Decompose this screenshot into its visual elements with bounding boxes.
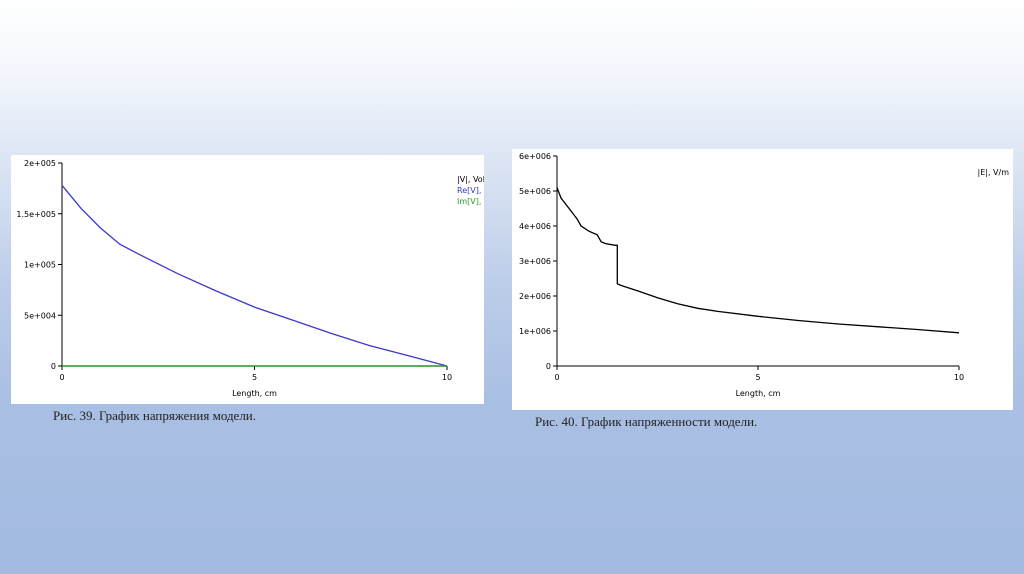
y-tick-label: 1.5e+005 bbox=[16, 210, 56, 219]
y-tick-label: 5e+006 bbox=[519, 187, 551, 196]
y-tick-label: 2e+005 bbox=[24, 159, 56, 168]
x-tick-label: 5 bbox=[755, 373, 760, 382]
field-strength-chart-caption: Рис. 40. График напряженности модели. bbox=[535, 414, 758, 429]
x-tick-label: 10 bbox=[442, 373, 452, 382]
y-tick-label: 1e+005 bbox=[24, 261, 56, 270]
y-tick-label: 0 bbox=[546, 362, 551, 371]
y-tick-label: 5e+004 bbox=[24, 311, 56, 320]
voltage-chart-caption: Рис. 39. График напряжения модели. bbox=[53, 408, 257, 423]
x-axis-label: Length, cm bbox=[736, 389, 781, 398]
x-axis-label: Length, cm bbox=[232, 389, 277, 398]
voltage-chart: 0 5e+004 1e+005 1.5e+005 2e+005 0 5 10 Length, c… bbox=[16, 159, 484, 398]
y-tick-label: 6e+006 bbox=[519, 152, 551, 161]
x-tick-label: 0 bbox=[554, 373, 559, 382]
y-tick-label: 2e+006 bbox=[519, 292, 551, 301]
series-line bbox=[61, 184, 448, 367]
x-tick-label: 10 bbox=[954, 373, 964, 382]
legend-entry: Im[V], Volts bbox=[457, 197, 484, 206]
field-strength-chart: 0 1e+006 2e+006 3e+006 4e+006 5e+006 6e+006 0 5 1… bbox=[519, 152, 1010, 398]
field-strength-chart-panel: 0 1e+006 2e+006 3e+006 4e+006 5e+006 6e+006 0 5 1… bbox=[512, 149, 1013, 410]
voltage-chart-panel: 0 5e+004 1e+005 1.5e+005 2e+005 0 5 10 Length, c… bbox=[11, 155, 484, 404]
y-tick-label: 4e+006 bbox=[519, 222, 551, 231]
legend-entry: Re[V], Volts bbox=[457, 186, 484, 195]
y-tick-label: 3e+006 bbox=[519, 257, 551, 266]
legend-entry: |E|, V/m bbox=[978, 168, 1010, 177]
x-tick-label: 0 bbox=[59, 373, 64, 382]
series-line bbox=[556, 187, 960, 334]
y-tick-label: 0 bbox=[51, 362, 56, 371]
legend-entry: |V|, Volts bbox=[457, 175, 484, 184]
x-tick-label: 5 bbox=[252, 373, 257, 382]
y-tick-label: 1e+006 bbox=[519, 327, 551, 336]
